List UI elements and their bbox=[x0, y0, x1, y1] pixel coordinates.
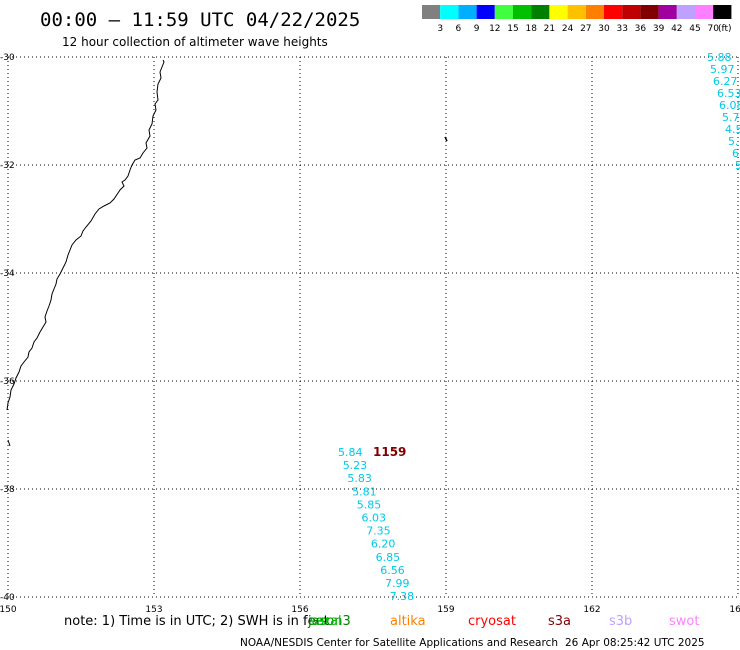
legend-tick-label: 42 bbox=[671, 24, 682, 34]
legend-tick-label: 30 bbox=[598, 24, 610, 34]
legend-tick-label: 18 bbox=[525, 24, 537, 34]
swh-value-label: 6.03 bbox=[362, 512, 387, 525]
latitude-label: -30 bbox=[0, 53, 15, 63]
swh-value-label: 4.5 bbox=[725, 123, 740, 136]
legend-swatch bbox=[476, 5, 495, 19]
legend-swatch bbox=[567, 5, 586, 19]
legend-tick-label: 45 bbox=[689, 24, 700, 34]
swh-value-label: 6. bbox=[732, 147, 740, 160]
legend-swatch bbox=[676, 5, 695, 19]
legend-swatch bbox=[585, 5, 604, 19]
swh-value-label: 5.7 bbox=[722, 111, 740, 124]
legend-tick-label: 12 bbox=[489, 24, 500, 34]
generation-timestamp: 26 Apr 08:25:42 UTC 2025 bbox=[565, 637, 705, 649]
legend-swatch bbox=[531, 5, 550, 19]
swh-value-label: 5.97 bbox=[710, 63, 735, 76]
swh-value-label: 5.84 bbox=[338, 446, 363, 459]
latitude-label: -32 bbox=[0, 161, 15, 171]
swh-value-label: 5. bbox=[728, 135, 739, 148]
island-marker bbox=[444, 136, 448, 142]
longitude-label: 162 bbox=[583, 605, 600, 615]
legend-tick-label: 27 bbox=[580, 24, 591, 34]
page-subtitle: 12 hour collection of altimeter wave hei… bbox=[62, 35, 328, 49]
wave-height-color-legend: 3 6 9 12 15 18 21 24 27 30 33 36 39 42 45 70 bbox=[422, 5, 732, 34]
page-title: 00:00 – 11:59 UTC 04/22/2025 bbox=[40, 9, 360, 31]
swh-value-label: 6.56 bbox=[380, 564, 405, 577]
swh-value-label: 5.88 bbox=[707, 51, 732, 64]
east-track-labels: 5.885.976.276.536.085.74.55.6.5 bbox=[707, 51, 740, 172]
swh-value-label: 6.08 bbox=[719, 99, 740, 112]
legend-swatch bbox=[604, 5, 623, 19]
legend-tick-label: 24 bbox=[562, 24, 574, 34]
latitude-label: -36 bbox=[0, 377, 15, 387]
satellite-name-s3b: s3b bbox=[609, 614, 632, 629]
latitude-label: -38 bbox=[0, 485, 15, 495]
legend-unit: (ft) bbox=[718, 24, 732, 34]
legend-swatch bbox=[422, 5, 441, 19]
legend-swatch bbox=[549, 5, 568, 19]
swh-value-label: 6.27 bbox=[713, 75, 738, 88]
legend-tick-label: 39 bbox=[653, 24, 665, 34]
track-time-label: 1159 bbox=[373, 445, 406, 459]
longitude-label: 150 bbox=[0, 605, 17, 615]
swh-value-label: 7.35 bbox=[366, 525, 391, 538]
swh-value-label: 7.99 bbox=[385, 577, 410, 590]
longitude-label: 159 bbox=[437, 605, 454, 615]
swh-value-label: 5.23 bbox=[343, 459, 368, 472]
satellite-name-s3a: s3a bbox=[548, 614, 571, 629]
latitude-label: -40 bbox=[0, 593, 15, 603]
footer-note: note: 1) Time is in UTC; 2) SWH is in fe… bbox=[64, 614, 329, 629]
satellite-name-saral: saral bbox=[310, 614, 342, 629]
legend-swatch bbox=[713, 5, 732, 19]
satellite-name-swot: swot bbox=[669, 614, 699, 629]
legend-swatch bbox=[513, 5, 532, 19]
swh-value-label: 6.85 bbox=[376, 551, 401, 564]
coastline-fragment bbox=[7, 439, 11, 447]
legend-tick-label: 9 bbox=[474, 24, 480, 34]
swh-value-label: 7.38 bbox=[390, 590, 415, 603]
legend-tick-label: 15 bbox=[507, 24, 518, 34]
credit-line: NOAA/NESDIS Center for Satellite Applica… bbox=[240, 637, 558, 649]
legend-swatch bbox=[440, 5, 459, 19]
longitude-label: 156 bbox=[291, 605, 308, 615]
swh-value-label: 5.83 bbox=[347, 472, 372, 485]
legend-tick-label: 21 bbox=[544, 24, 555, 34]
legend-tick-label: 3 bbox=[437, 24, 443, 34]
legend-swatch bbox=[458, 5, 477, 19]
swh-value-label: 5.81 bbox=[352, 485, 377, 498]
legend-tick-label: 6 bbox=[456, 24, 462, 34]
legend-tick-label: 33 bbox=[616, 24, 627, 34]
legend-swatch bbox=[622, 5, 641, 19]
coastline bbox=[6, 59, 165, 411]
swh-value-label: 5.85 bbox=[357, 498, 382, 511]
longitude-label: 153 bbox=[145, 605, 162, 615]
swh-value-label: 6.20 bbox=[371, 538, 396, 551]
longitude-label: 165 bbox=[729, 605, 740, 615]
swh-value-label: 5 bbox=[735, 159, 740, 172]
satellite-name-jason3: jason3 bbox=[307, 614, 351, 629]
legend-swatch bbox=[695, 5, 714, 19]
satellite-name-altika: altika bbox=[390, 614, 426, 629]
swh-value-label: 6.53 bbox=[717, 87, 740, 100]
legend-swatch bbox=[640, 5, 659, 19]
graticule: 150 153 156 159 162 165 -30 -32 -34 -36 -38 -40 bbox=[0, 53, 740, 615]
legend-swatch bbox=[658, 5, 677, 19]
west-track-labels: 5.845.235.835.815.856.037.356.206.856.56… bbox=[338, 446, 414, 603]
legend-tick-label: 70 bbox=[707, 24, 719, 34]
legend-tick-label: 36 bbox=[635, 24, 647, 34]
latitude-label: -34 bbox=[0, 269, 15, 279]
legend-swatch bbox=[494, 5, 513, 19]
satellite-name-cryosat: cryosat bbox=[468, 614, 516, 629]
